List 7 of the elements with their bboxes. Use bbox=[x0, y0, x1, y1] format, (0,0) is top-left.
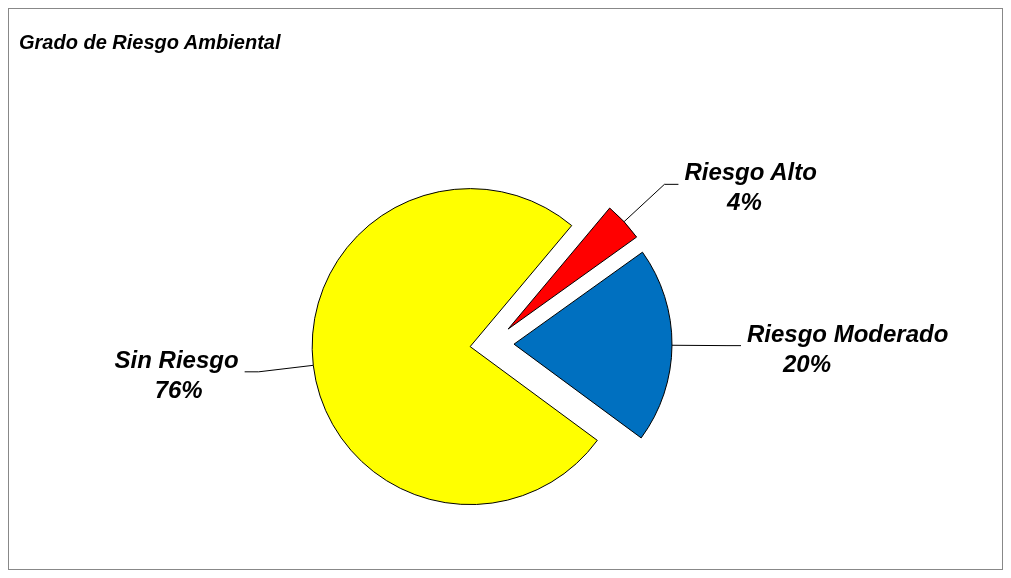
chart-title: Grado de Riesgo Ambiental bbox=[19, 31, 281, 54]
slice-label: Riesgo Moderado bbox=[746, 319, 949, 347]
data-label: 4% bbox=[726, 188, 762, 216]
slice-label: Sin Riesgo bbox=[114, 345, 239, 373]
data-label: 76% bbox=[154, 375, 203, 403]
data-label: 20% bbox=[781, 349, 832, 377]
slice-label: Riesgo Alto bbox=[684, 158, 817, 186]
